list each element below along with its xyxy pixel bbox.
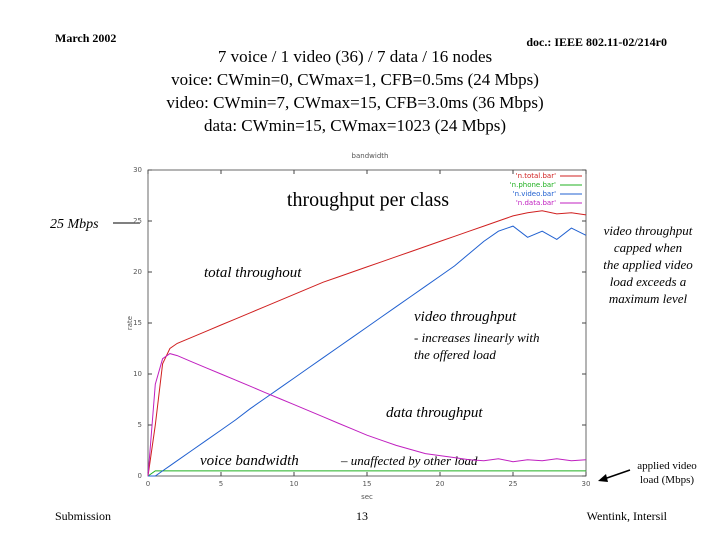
y-tick-label: 20 (133, 268, 142, 276)
annotation: – unaffected by other load (340, 453, 478, 468)
legend-label: 'n.video.bar' (513, 190, 556, 198)
series-line (148, 225, 587, 477)
x-axis-label: sec (361, 493, 373, 501)
annotation: 25 Mbps (50, 217, 99, 232)
legend-label: 'n.total.bar' (516, 172, 556, 180)
legend-label: 'n.data.bar' (516, 199, 556, 207)
annotation: video throughput (414, 309, 517, 325)
annotation: video throughput (604, 223, 693, 238)
y-tick-label: 10 (133, 370, 142, 378)
x-tick-label: 25 (509, 480, 518, 488)
y-tick-label: 0 (138, 472, 142, 480)
annotation: maximum level (609, 291, 688, 306)
x-tick-label: 20 (436, 480, 445, 488)
annotation: - increases linearly with (414, 330, 540, 345)
y-tick-label: 25 (133, 217, 142, 225)
x-tick-label: 30 (582, 480, 591, 488)
y-tick-label: 30 (133, 166, 142, 174)
x-tick-label: 15 (363, 480, 372, 488)
annotation: applied video (637, 460, 697, 472)
annotation: the offered load (414, 347, 496, 362)
legend-label: 'n.phone.bar' (510, 181, 556, 189)
annotation: capped when (614, 240, 682, 255)
title-line: data: CWmin=15, CWmax=1023 (24 Mbps) (204, 116, 506, 135)
footer-right: Wentink, Intersil (587, 509, 668, 523)
arrow-head (598, 474, 608, 482)
title-line: voice: CWmin=0, CWmax=1, CFB=0.5ms (24 M… (171, 70, 539, 89)
x-tick-label: 0 (146, 480, 150, 488)
annotation: data throughput (386, 405, 483, 421)
annotation: throughput per class (287, 189, 449, 211)
date: March 2002 (55, 31, 116, 45)
annotation: the applied video (603, 257, 693, 272)
title-line: 7 voice / 1 video (36) / 7 data / 16 nod… (218, 47, 492, 66)
chart-title: bandwidth (352, 152, 389, 160)
y-axis-label: rate (126, 316, 134, 330)
series-line (147, 353, 587, 477)
series-line (147, 210, 587, 477)
footer-left: Submission (55, 509, 111, 523)
x-tick-label: 5 (219, 480, 223, 488)
series-line (147, 470, 586, 477)
plot-frame (147, 169, 587, 477)
annotation: voice bandwidth (200, 453, 299, 469)
arrow (603, 469, 631, 480)
y-tick-label: 15 (133, 319, 142, 327)
x-tick-label: 10 (290, 480, 299, 488)
annotation: total throughout (204, 265, 302, 281)
title-line: video: CWmin=7, CWmax=15, CFB=3.0ms (36 … (166, 93, 543, 112)
annotation: load exceeds a (610, 274, 687, 289)
y-tick-label: 5 (138, 421, 142, 429)
doc-id: doc.: IEEE 802.11-02/214r0 (526, 35, 667, 49)
page-number: 13 (356, 509, 368, 523)
annotation: load (Mbps) (640, 474, 694, 486)
